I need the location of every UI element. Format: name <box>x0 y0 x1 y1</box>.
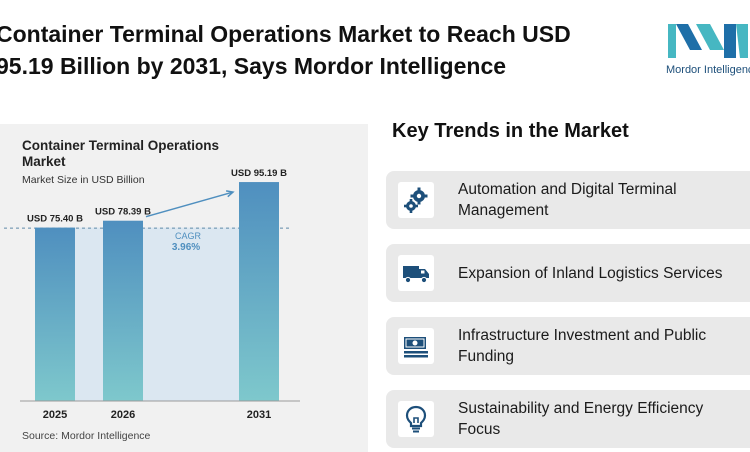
lightbulb-icon-box <box>398 401 434 437</box>
money-icon-box <box>398 328 434 364</box>
chart-subtitle: Market Size in USD Billion <box>22 174 145 186</box>
money-icon <box>404 337 428 358</box>
cagr-value: 3.96% <box>172 242 200 253</box>
bar-2026 <box>103 220 143 401</box>
cagr-arrow-head <box>225 190 235 198</box>
truck-icon-box <box>398 255 434 291</box>
x-tick-2026: 2026 <box>111 409 135 421</box>
gears-icon-box <box>398 182 434 218</box>
bar-2031 <box>239 182 279 401</box>
trend-label: Automation and Digital Terminal Manageme… <box>458 171 750 229</box>
trend-label-line: Funding <box>458 348 515 365</box>
trend-label-line: Infrastructure Investment and Public <box>458 327 707 344</box>
data-label-2025: USD 75.40 B <box>27 214 83 225</box>
cagr-label: CAGR <box>175 231 202 241</box>
trend-label: Sustainability and Energy Efficiency Foc… <box>458 390 750 448</box>
trend-label-line: Focus <box>458 421 501 438</box>
data-label-2031: USD 95.19 B <box>231 168 287 179</box>
truck-icon <box>403 266 429 284</box>
trend-card-sustainability: Sustainability and Energy Efficiency Foc… <box>386 390 750 448</box>
bar-chart: USD 75.40 B 2025 USD 78.39 B 2026 USD 95.19 … <box>4 168 300 421</box>
x-tick-2025: 2025 <box>43 409 67 421</box>
mordor-intelligence-logo-icon <box>668 24 748 58</box>
headline-line-1: Container Terminal Operations Market to … <box>0 21 571 47</box>
gears-icon <box>404 187 428 213</box>
trend-label-line: Automation and Digital Terminal <box>458 181 677 198</box>
trend-card-inland-logistics: Expansion of Inland Logistics Services <box>386 244 750 302</box>
headline-line-2: 95.19 Billion by 2031, Says Mordor Intel… <box>0 53 507 79</box>
logo-text: Mordor Intelligence <box>666 64 750 76</box>
trend-label: Expansion of Inland Logistics Services <box>458 244 750 302</box>
key-trends-title: Key Trends in the Market <box>392 120 629 142</box>
chart-title: Container Terminal Operations Market <box>22 138 220 169</box>
cagr-arrow <box>145 191 234 218</box>
trend-label-line: Management <box>458 202 549 219</box>
bar-2025 <box>35 227 75 401</box>
trend-label-line: Expansion of Inland Logistics Services <box>458 264 723 282</box>
x-tick-2031: 2031 <box>247 409 271 421</box>
trend-card-infrastructure: Infrastructure Investment and Public Fun… <box>386 317 750 375</box>
trend-label-line: Sustainability and Energy Efficiency <box>458 400 704 417</box>
source-text: Source: Mordor Intelligence <box>22 430 151 442</box>
trend-label: Infrastructure Investment and Public Fun… <box>458 317 750 375</box>
lightbulb-icon <box>405 405 427 433</box>
trend-card-automation: Automation and Digital Terminal Manageme… <box>386 171 750 229</box>
headline: Container Terminal Operations Market to … <box>0 18 636 82</box>
data-label-2026: USD 78.39 B <box>95 207 151 218</box>
